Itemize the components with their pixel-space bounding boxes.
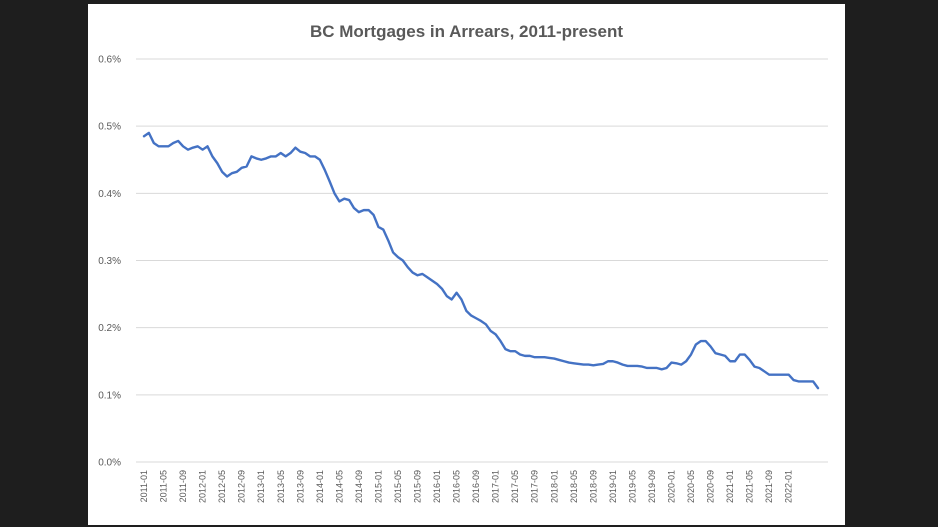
x-tick-label: 2012-05 bbox=[217, 470, 227, 503]
x-tick-label: 2019-01 bbox=[608, 470, 618, 503]
x-tick-label: 2011-09 bbox=[178, 470, 188, 502]
chart-title: BC Mortgages in Arrears, 2011-present bbox=[309, 22, 624, 41]
y-tick-label: 0.1% bbox=[98, 390, 121, 401]
x-tick-label: 2016-09 bbox=[471, 470, 481, 503]
x-tick-label: 2018-01 bbox=[549, 470, 559, 503]
x-tick-label: 2018-05 bbox=[569, 470, 579, 503]
x-tick-label: 2015-05 bbox=[393, 470, 403, 503]
x-tick-label: 2021-05 bbox=[745, 470, 755, 503]
x-tick-label: 2017-01 bbox=[491, 470, 501, 503]
y-tick-label: 0.0% bbox=[98, 458, 121, 469]
series-layer bbox=[142, 131, 820, 390]
y-tick-label: 0.4% bbox=[98, 189, 121, 200]
x-tick-label: 2012-01 bbox=[198, 470, 208, 503]
x-tick-label: 2014-05 bbox=[334, 470, 344, 503]
x-tick-label: 2020-05 bbox=[686, 470, 696, 503]
x-tick-label: 2015-09 bbox=[413, 470, 423, 503]
x-tick-label: 2020-09 bbox=[706, 470, 716, 503]
x-tick-label: 2016-05 bbox=[452, 470, 462, 503]
x-tick-label: 2021-01 bbox=[725, 470, 735, 503]
y-axis: 0.0% 0.1% 0.2% 0.3% 0.4% 0.5% 0.6% bbox=[98, 55, 121, 469]
x-tick-label: 2012-09 bbox=[237, 470, 247, 503]
x-tick-label: 2011-05 bbox=[159, 470, 169, 502]
x-tick-label: 2021-09 bbox=[764, 470, 774, 503]
x-tick-label: 2011-01 bbox=[139, 470, 149, 502]
chart-frame: BC Mortgages in Arrears, 2011-present 0.… bbox=[88, 4, 845, 525]
y-tick-label: 0.5% bbox=[98, 122, 121, 133]
x-tick-label: 2022-01 bbox=[784, 470, 794, 503]
y-tick-label: 0.2% bbox=[98, 323, 121, 334]
line-chart: 0.0%0.1%0.2%0.3%0.4%0.5%0.6% 2011-01 2011… bbox=[98, 55, 828, 503]
x-axis: 2011-01 2011-05 2011-09 2012-01 2012-05 2012-… bbox=[139, 470, 794, 503]
gridlines bbox=[136, 58, 828, 463]
x-tick-label: 2013-01 bbox=[256, 470, 266, 503]
series-line bbox=[142, 131, 820, 390]
x-tick-label: 2018-09 bbox=[588, 470, 598, 503]
x-tick-label: 2014-01 bbox=[315, 470, 325, 503]
x-tick-label: 2020-01 bbox=[666, 470, 676, 503]
y-tick-label: 0.3% bbox=[98, 256, 121, 267]
x-tick-label: 2013-05 bbox=[276, 470, 286, 503]
x-tick-label: 2016-01 bbox=[432, 470, 442, 503]
x-tick-label: 2013-09 bbox=[295, 470, 305, 503]
x-tick-label: 2019-05 bbox=[627, 470, 637, 503]
x-tick-label: 2017-09 bbox=[530, 470, 540, 503]
x-tick-label: 2017-05 bbox=[510, 470, 520, 503]
y-tick-label: 0.6% bbox=[98, 55, 121, 66]
x-tick-label: 2015-01 bbox=[373, 470, 383, 503]
x-tick-label: 2014-09 bbox=[354, 470, 364, 503]
x-tick-label: 2019-09 bbox=[647, 470, 657, 503]
